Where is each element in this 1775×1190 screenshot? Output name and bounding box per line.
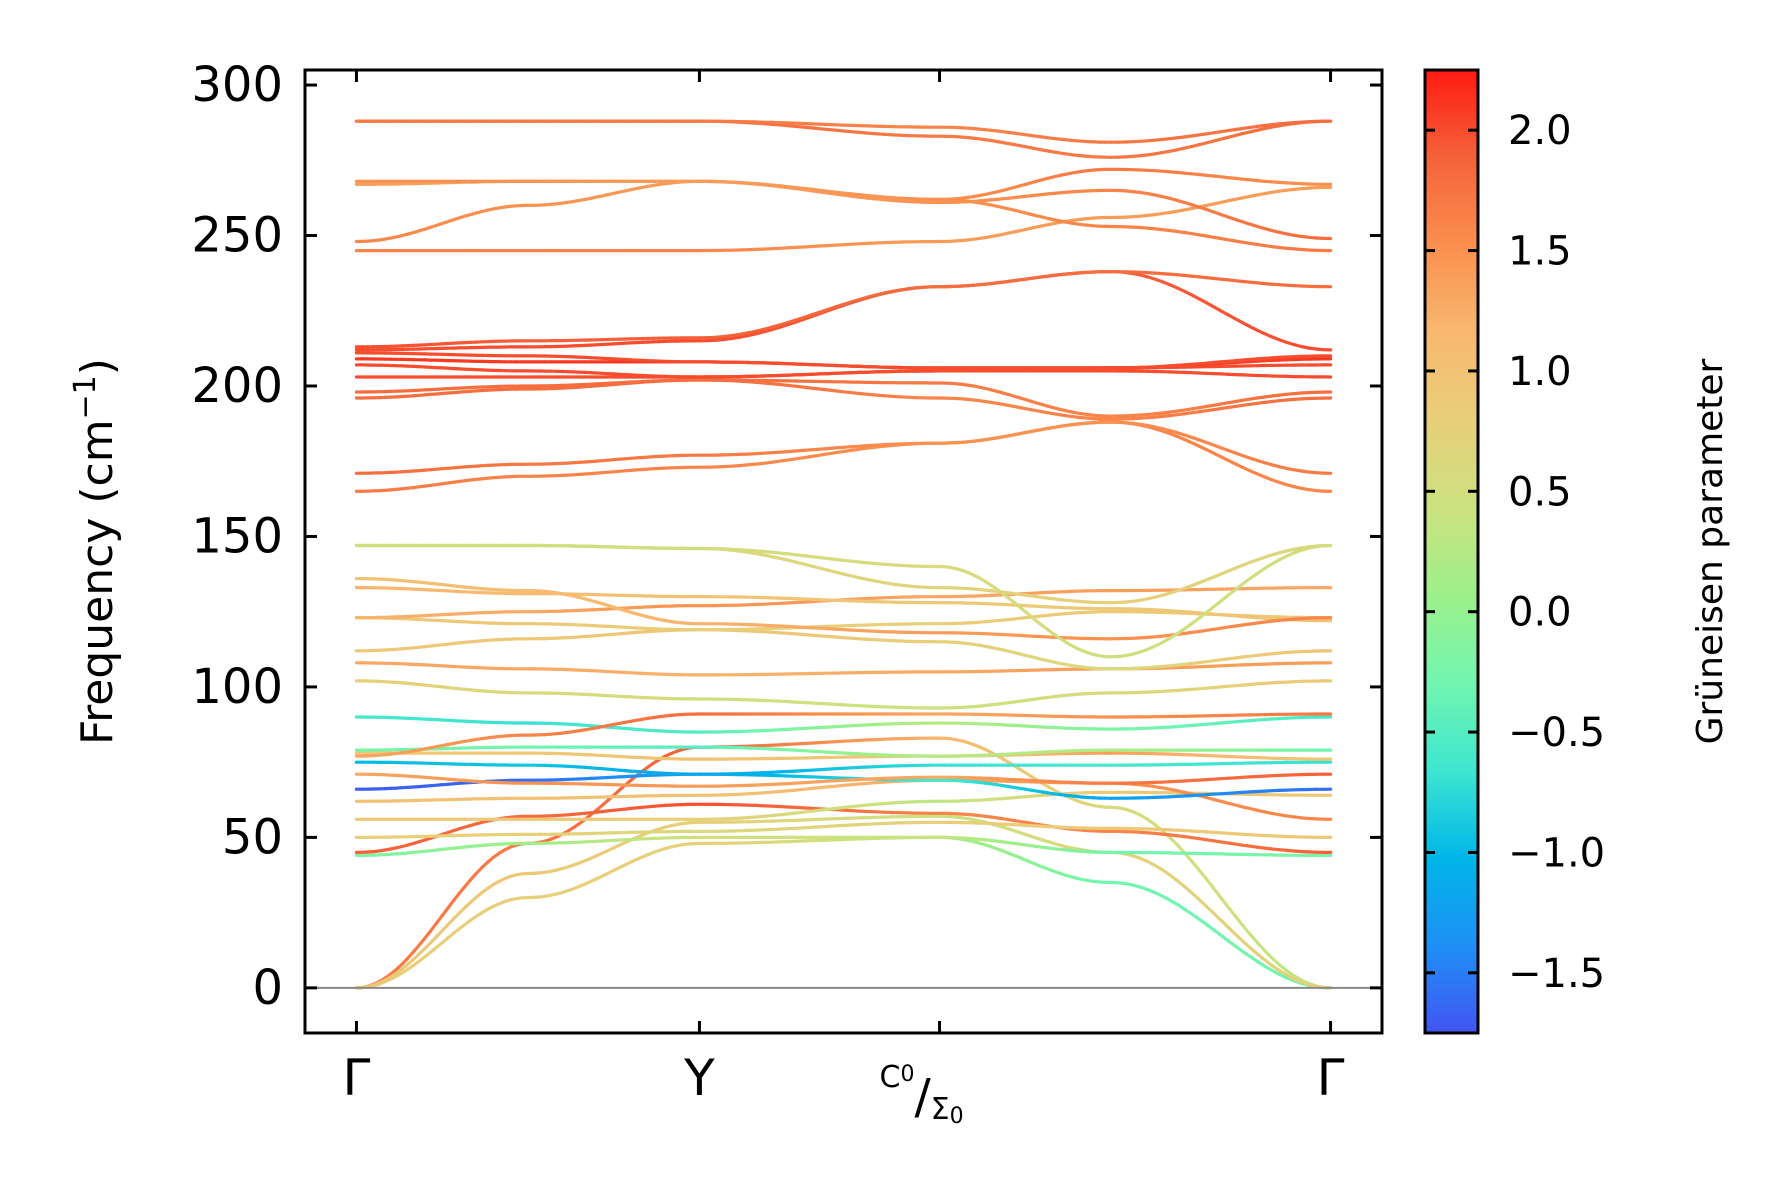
band-segment bbox=[1233, 932, 1245, 943]
band-line bbox=[354, 420, 1333, 475]
band-line bbox=[354, 715, 1333, 734]
band-segment bbox=[1197, 868, 1208, 881]
band-segment bbox=[1211, 911, 1223, 922]
band-line bbox=[354, 835, 1333, 858]
band-line bbox=[354, 712, 1333, 758]
band-segment bbox=[1241, 923, 1252, 936]
band-segment bbox=[1270, 956, 1281, 967]
band-line bbox=[354, 270, 1333, 352]
band-line bbox=[354, 378, 1333, 418]
band-segment bbox=[1167, 835, 1179, 847]
band-line bbox=[354, 751, 1333, 761]
band-line bbox=[354, 745, 1333, 758]
band-segment bbox=[1219, 918, 1230, 929]
band-segment bbox=[1189, 890, 1201, 901]
band-line bbox=[354, 270, 1333, 349]
band-line bbox=[354, 802, 1333, 855]
band-line bbox=[354, 351, 1333, 370]
band-segment bbox=[1241, 939, 1252, 950]
band-segment bbox=[1263, 948, 1274, 960]
band-segment bbox=[1226, 925, 1238, 936]
band-line bbox=[354, 585, 1333, 623]
band-line bbox=[354, 585, 1333, 620]
band-line bbox=[354, 679, 1333, 710]
band-line bbox=[354, 820, 1333, 840]
band-segment bbox=[1255, 941, 1267, 953]
band-line bbox=[354, 628, 1333, 671]
band-segment bbox=[1204, 877, 1216, 890]
band-segment bbox=[1189, 859, 1201, 872]
band-segment bbox=[1219, 895, 1230, 909]
band-segment bbox=[1204, 904, 1216, 915]
band-segment bbox=[1233, 914, 1245, 928]
band-line bbox=[354, 760, 1333, 776]
band-segment bbox=[1197, 897, 1208, 908]
phonon-band-lines bbox=[354, 119, 1333, 990]
band-segment bbox=[1175, 842, 1186, 855]
band-segment bbox=[1211, 886, 1223, 900]
band-line bbox=[354, 835, 1333, 990]
band-segment bbox=[1248, 946, 1260, 956]
band-segment bbox=[1226, 905, 1238, 918]
band-line bbox=[354, 420, 1333, 493]
band-line bbox=[354, 778, 1333, 821]
band-line bbox=[354, 378, 1333, 421]
band-line bbox=[354, 736, 1333, 990]
band-line bbox=[354, 772, 1333, 788]
band-segment bbox=[1182, 884, 1194, 895]
band-segment bbox=[1248, 932, 1260, 945]
band-line bbox=[354, 543, 1333, 659]
band-line bbox=[354, 790, 1333, 821]
